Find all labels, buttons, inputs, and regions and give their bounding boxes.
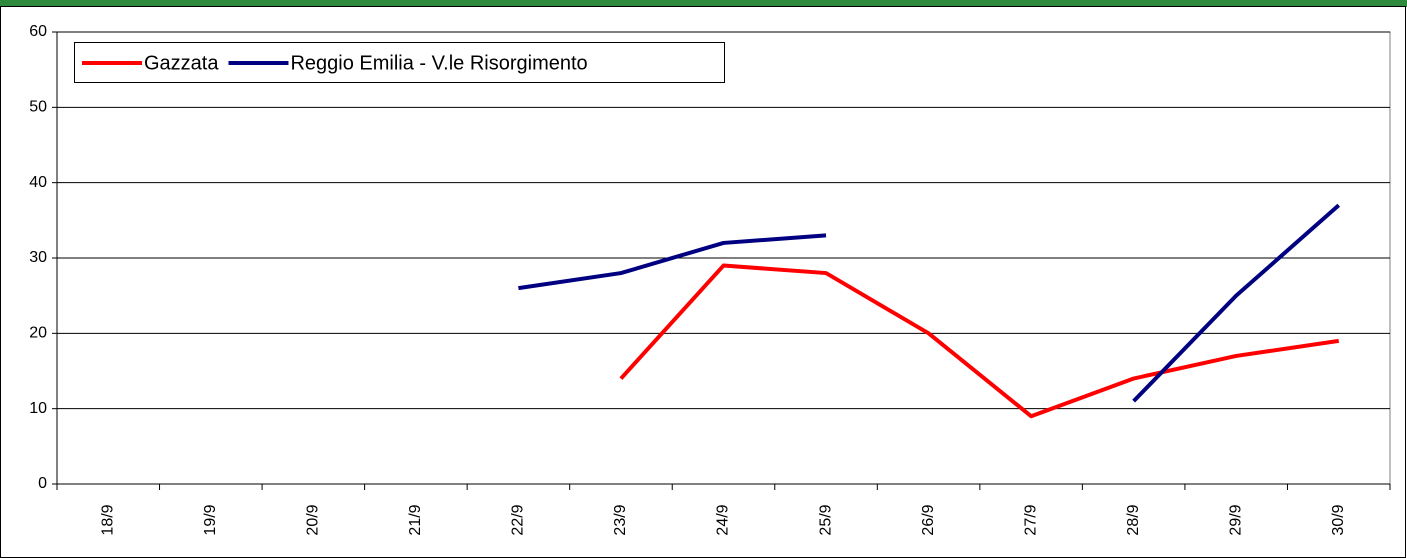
x-tick-label: 27/9 xyxy=(1022,504,1039,535)
x-tick-label: 23/9 xyxy=(612,504,629,535)
x-tick-label: 25/9 xyxy=(817,504,834,535)
legend-label: Reggio Emilia - V.le Risorgimento xyxy=(290,52,587,74)
grid xyxy=(57,31,1390,485)
legend: Gazzata Reggio Emilia - V.le Risorgimento xyxy=(74,42,725,83)
y-tick-label: 30 xyxy=(29,249,47,266)
x-tick-label: 19/9 xyxy=(202,504,219,535)
series-line xyxy=(619,263,1340,419)
y-tick-label: 60 xyxy=(29,23,47,40)
y-tick-label: 20 xyxy=(29,325,47,342)
lines xyxy=(518,203,1341,419)
header-band xyxy=(0,0,1407,7)
x-tick-label: 29/9 xyxy=(1227,504,1244,535)
y-tick-label: 50 xyxy=(29,99,47,116)
x-tick-label: 30/9 xyxy=(1330,504,1347,535)
y-tick-label: 10 xyxy=(29,400,47,417)
legend-box xyxy=(74,42,725,83)
legend-label: Gazzata xyxy=(144,52,219,74)
x-tick-label: 26/9 xyxy=(920,504,937,535)
x-tick-label: 21/9 xyxy=(407,504,424,535)
x-tick-label: 24/9 xyxy=(715,504,732,535)
y-tick-label: 0 xyxy=(38,475,47,492)
series-line xyxy=(518,203,1341,403)
y-tick-label: 40 xyxy=(29,174,47,191)
axes: 0 10 20 30 40 50 60 18/9 19/9 20/9 21/9 22/9 23/9 24/… xyxy=(29,23,1391,536)
x-tick-label: 18/9 xyxy=(99,504,116,535)
x-tick-label: 28/9 xyxy=(1125,504,1142,535)
x-tick-label: 22/9 xyxy=(510,504,527,535)
x-tick-label: 20/9 xyxy=(305,504,322,535)
